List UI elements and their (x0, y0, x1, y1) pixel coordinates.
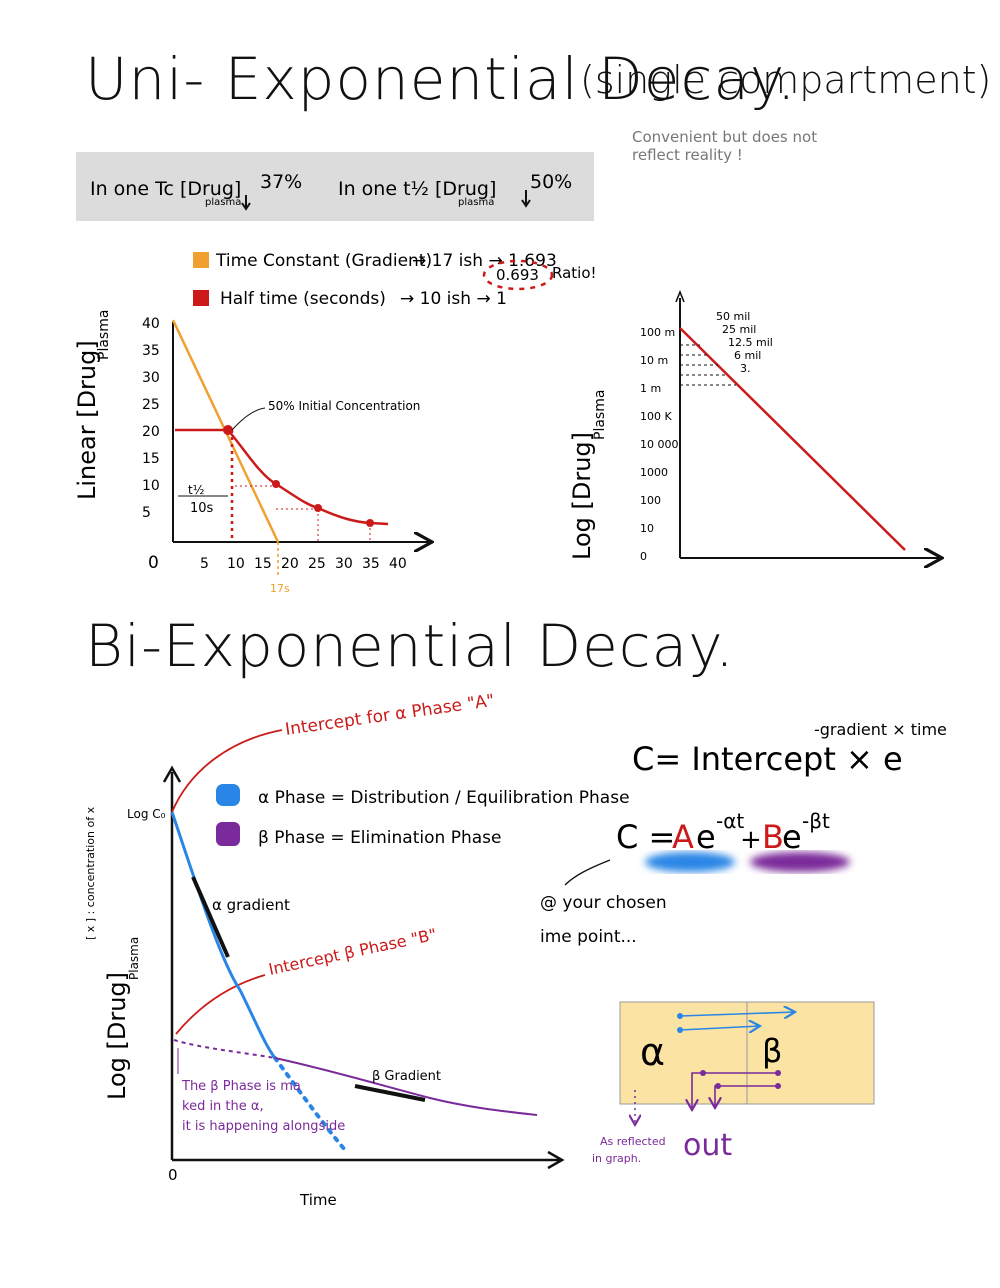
linear-y-tick: 40 (142, 316, 160, 332)
linear-y-tick: 35 (142, 343, 160, 359)
beta-extrapolation (174, 1040, 275, 1058)
bi-eq-e2: e (782, 818, 802, 856)
log-ylabel-sub: Plasma (592, 390, 608, 440)
legend-beta: β Phase = Elimination Phase (258, 828, 501, 848)
log-y-tick: 10 (640, 522, 654, 535)
log-line-label: 6 mil (734, 349, 761, 362)
linear-y-tick: 15 (142, 451, 160, 467)
bi-origin: 0 (168, 1166, 178, 1184)
tc-marker: 17s (270, 582, 290, 595)
masked-note-3: it is happening alongside (182, 1119, 345, 1134)
log-y-tick: 100 m (640, 326, 675, 339)
beta-curve (275, 1058, 537, 1115)
log-y-tick: 1 m (640, 382, 661, 395)
down-arrow-icon (522, 190, 530, 206)
time-constant-swatch (193, 252, 209, 268)
bi-xlabel: Time (299, 1191, 337, 1209)
log-y-tick: 10 000 (640, 438, 679, 451)
log-y-tick: 0 (640, 550, 647, 563)
linear-y-tick: 30 (142, 370, 160, 386)
linear-x-tick: 5 (200, 556, 209, 572)
bi-chart: 0 Time Log C₀ Log [Drug] Plasma [ x ] : … (84, 691, 630, 1209)
bi-eq-a: A (672, 818, 694, 856)
compartment-alpha: α (640, 1030, 665, 1074)
half-time-swatch (193, 290, 209, 306)
bi-eq-exp2: -βt (802, 809, 830, 833)
log-c0: Log C₀ (127, 807, 166, 821)
linear-y-tick: 25 (142, 397, 160, 413)
beta-gradient-label: β Gradient (372, 1069, 441, 1084)
linear-x-tick: 35 (362, 556, 380, 572)
log-line-label: 12.5 mil (728, 336, 773, 349)
equations: C= Intercept × e -gradient × time C = A … (540, 720, 947, 947)
bi-ylabel-sub: Plasma (127, 937, 141, 980)
down-arrow-icon (242, 195, 250, 209)
chosen-point-2: ime point... (540, 927, 637, 947)
compartment-beta: β (762, 1032, 782, 1070)
intercept-alpha-label: Intercept for α Phase "A" (284, 691, 496, 740)
linear-x-tick: 40 (389, 556, 407, 572)
time-constant-label: Time Constant (Gradient) (215, 251, 432, 271)
bi-ylabel: Log [Drug] (103, 972, 131, 1100)
bi-eq-b: B (762, 818, 784, 856)
log-y-tick: 1000 (640, 466, 668, 479)
linear-y-tick: 20 (142, 424, 160, 440)
half-time-arrow-text: → 10 ish → 1 (400, 289, 507, 309)
half-time-label: Half time (seconds) (220, 289, 386, 309)
log-y-tick: 100 (640, 494, 661, 507)
general-equation: C= Intercept × e (632, 740, 903, 778)
chosen-point-1: @ your chosen (540, 893, 667, 913)
log-line-label: 25 mil (722, 323, 756, 336)
compartment-out: out (683, 1128, 732, 1163)
bi-ylabel-note: [ x ] : concentration of x (84, 806, 97, 940)
annotation-50: 50% Initial Concentration (268, 399, 420, 413)
alpha-gradient-label: α gradient (212, 896, 290, 914)
intercept-beta-label: Intercept β Phase "B" (267, 925, 438, 979)
compartment-diagram: α β As reflected in graph. out (592, 1002, 874, 1165)
linear-x-tick: 15 (254, 556, 272, 572)
log-line-label: 50 mil (716, 310, 750, 323)
alpha-swatch (216, 784, 240, 806)
quarter-point (272, 480, 280, 488)
general-exponent: -gradient × time (814, 720, 947, 739)
half-sub: plasma (458, 197, 494, 208)
ratio-value: 0.693 (496, 266, 539, 284)
linear-chart: 40 35 30 25 20 15 10 5 5 10 15 20 25 30 35 40 0 Linear… (73, 310, 430, 595)
linear-ylabel-sub: Plasma (96, 310, 112, 360)
linear-origin: 0 (148, 553, 159, 573)
legend-alpha: α Phase = Distribution / Equilibration P… (258, 788, 630, 808)
alpha-gradient-mark (193, 877, 228, 957)
linear-y-tick: 10 (142, 478, 160, 494)
half-value: 50% (530, 171, 572, 193)
half-label: t½ (188, 483, 204, 497)
bi-eq-plus: + (740, 825, 762, 855)
linear-ylabel: Linear [Drug] (73, 340, 101, 500)
tc-value: 37% (260, 171, 302, 193)
linear-y-tick: 5 (142, 505, 151, 521)
tc-sub: plasma (205, 197, 241, 208)
bi-eq-e1: e (696, 818, 716, 856)
log-line-label: 3. (740, 362, 751, 375)
half-value: 10s (190, 501, 214, 516)
log-decay-line (680, 328, 905, 550)
reflected-1: As reflected (600, 1135, 666, 1148)
linear-x-tick: 10 (227, 556, 245, 572)
log-ylabel: Log [Drug] (568, 432, 596, 560)
ratio-label: Ratio! (552, 264, 597, 282)
reflected-2: in graph. (592, 1152, 641, 1165)
log-y-tick: 10 m (640, 354, 668, 367)
bi-eq-c: C = (616, 818, 675, 856)
linear-x-tick: 25 (308, 556, 326, 572)
log-y-tick: 100 K (640, 410, 672, 423)
masked-note-2: ked in the α, (182, 1099, 264, 1114)
beta-swatch (216, 822, 240, 846)
masked-note-1: The β Phase is ma (181, 1079, 301, 1094)
linear-x-tick: 30 (335, 556, 353, 572)
linear-x-tick: 20 (281, 556, 299, 572)
